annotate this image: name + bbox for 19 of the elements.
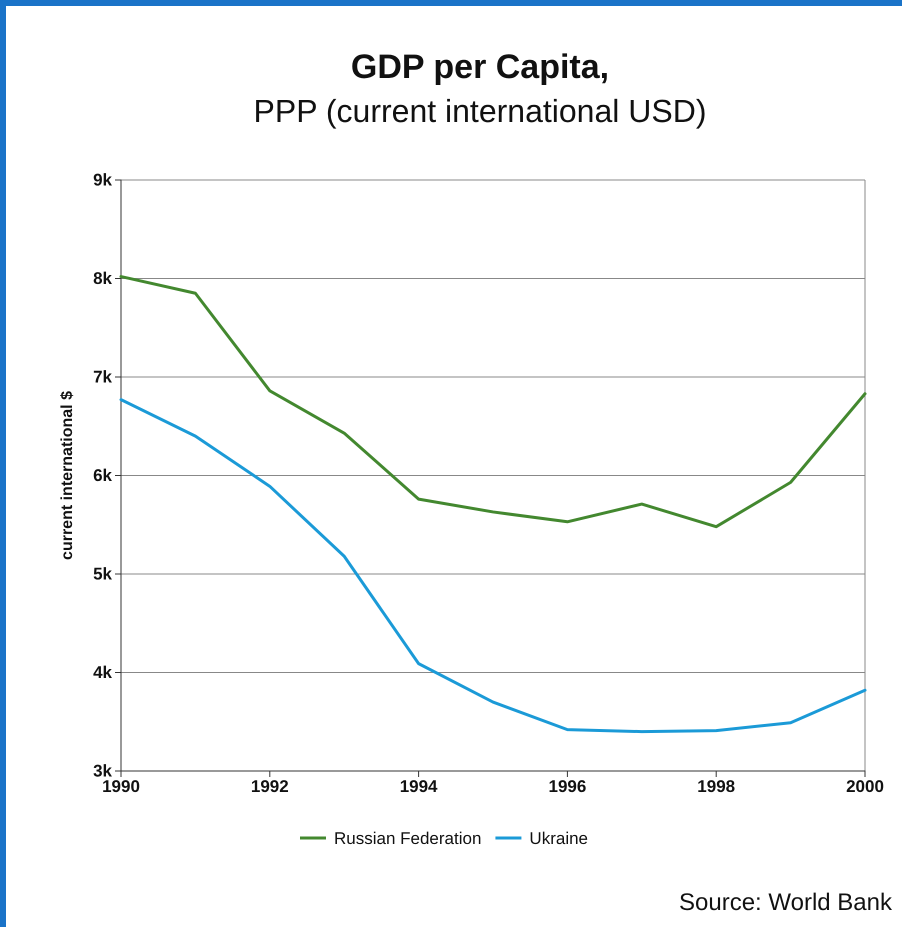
chart-subtitle: PPP (current international USD) [254, 93, 706, 129]
legend-label: Russian Federation [334, 829, 482, 848]
line-series [120, 398, 866, 734]
x-tick-label: 1992 [250, 777, 289, 796]
x-tick-label: 1996 [548, 777, 586, 796]
y-tick-label: 9k [93, 170, 113, 190]
x-tick-label: 1998 [697, 777, 736, 796]
chart-title: GDP per Capita, [350, 48, 610, 86]
x-tick-label: 2000 [846, 777, 884, 796]
line-series [120, 275, 866, 528]
y-tick-label: 4k [93, 662, 113, 682]
source-note: Source: World Bank [679, 889, 893, 916]
y-tick-label: 8k [93, 268, 113, 288]
y-axis-title: current international $ [59, 390, 76, 560]
y-tick-label: 5k [93, 564, 113, 584]
legend-label: Ukraine [529, 829, 588, 848]
y-tick-label: 6k [93, 466, 113, 485]
x-tick-label: 1994 [400, 777, 438, 796]
y-tick-label: 7k [93, 367, 113, 386]
